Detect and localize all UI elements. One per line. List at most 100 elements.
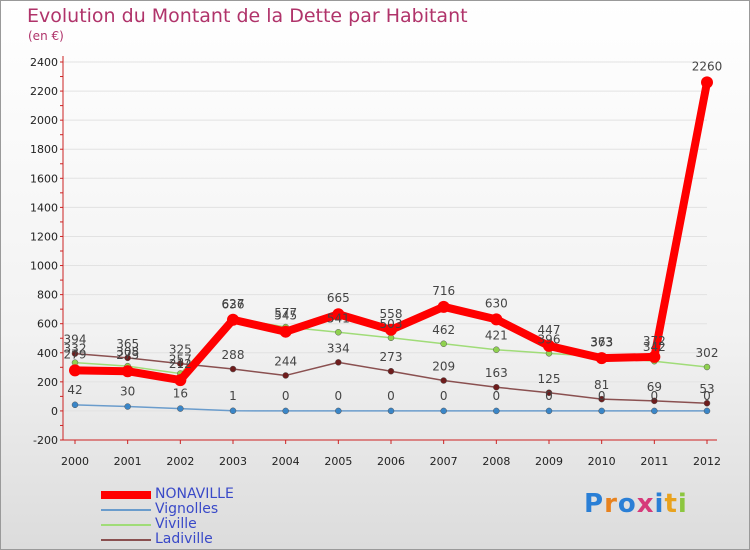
y-tick-label: 2000 (30, 114, 58, 127)
y-tick-label: 0 (51, 405, 58, 418)
y-tick-label: 200 (37, 376, 58, 389)
data-point-vignolles (282, 407, 289, 415)
data-label-ladiville: 209 (432, 360, 455, 374)
data-label-nonaville: 558 (380, 307, 403, 321)
y-tick-label: 1800 (30, 143, 58, 156)
data-label-nonaville: 363 (590, 335, 613, 349)
data-point-nonaville (174, 374, 187, 387)
data-point-ladiville (229, 365, 237, 373)
data-label-ladiville: 69 (647, 380, 662, 394)
data-label-nonaville: 630 (485, 296, 508, 310)
data-label-viville: 503 (380, 317, 403, 331)
data-label-ladiville: 394 (64, 333, 87, 347)
data-point-nonaville (279, 325, 292, 338)
data-point-ladiville (703, 399, 711, 407)
data-point-nonaville (490, 313, 503, 326)
data-point-vignolles (177, 405, 184, 412)
x-tick-label: 2000 (61, 455, 89, 468)
data-label-ladiville: 53 (699, 382, 714, 396)
data-point-nonaville (332, 308, 345, 321)
legend-label: NONAVILLE (155, 486, 234, 502)
data-point-nonaville (701, 76, 713, 89)
data-label-ladiville: 365 (116, 337, 139, 351)
data-label-viville: 257 (169, 353, 192, 367)
y-tick-label: 800 (37, 289, 58, 302)
data-label-viville: 421 (485, 329, 508, 343)
data-point-vignolles (124, 403, 131, 410)
data-label-nonaville: 716 (432, 284, 455, 298)
data-label-viville: 636 (222, 297, 245, 311)
data-point-vignolles (71, 401, 79, 409)
data-point-vignolles (335, 407, 342, 415)
logo-letter: P (584, 489, 605, 519)
data-point-nonaville (227, 313, 239, 326)
data-point-ladiville (493, 383, 500, 391)
y-tick-label: 1200 (30, 230, 58, 243)
y-tick-label: 2200 (30, 85, 58, 98)
x-tick-label: 2004 (272, 455, 300, 468)
data-point-vignolles (493, 407, 500, 415)
data-label-nonaville: 447 (538, 323, 561, 337)
data-point-viville (703, 363, 711, 371)
data-label-vignolles: 42 (67, 383, 82, 397)
data-label-vignolles: 30 (120, 385, 135, 399)
y-tick-label: 2400 (30, 56, 58, 69)
data-label-nonaville: 627 (222, 297, 245, 311)
x-tick-label: 2007 (430, 455, 458, 468)
data-label-nonaville: 665 (327, 291, 350, 305)
data-label-ladiville: 244 (274, 354, 297, 368)
data-point-nonaville (543, 339, 555, 352)
x-tick-label: 2012 (693, 455, 721, 468)
data-label-vignolles: 1 (229, 389, 237, 403)
data-point-vignolles (598, 407, 605, 415)
x-tick-label: 2003 (219, 455, 247, 468)
data-point-ladiville (545, 389, 553, 396)
data-label-viville: 577 (274, 306, 297, 320)
logo-letter: x (636, 489, 655, 519)
data-point-vignolles (229, 407, 237, 415)
logo-letter: i (654, 489, 665, 519)
data-label-nonaville: 372 (643, 334, 666, 348)
unit-label: (en €) (28, 29, 64, 43)
x-tick-label: 2001 (114, 455, 142, 468)
legend-label: Ladiville (155, 531, 213, 547)
x-tick-label: 2009 (535, 455, 563, 468)
data-label-viville: 541 (327, 311, 350, 325)
data-point-ladiville (71, 350, 79, 357)
data-label-vignolles: 0 (387, 389, 395, 403)
data-label-ladiville: 288 (222, 348, 245, 362)
data-label-viville: 462 (432, 323, 455, 337)
data-point-ladiville (335, 359, 342, 366)
data-label-viville: 373 (590, 336, 613, 350)
data-label-viville: 396 (538, 332, 561, 346)
x-tick-label: 2005 (324, 455, 352, 468)
data-label-viville: 342 (643, 340, 666, 354)
data-label-nonaville: 2260 (692, 59, 723, 73)
logo-letter: r (604, 489, 618, 519)
data-label-vignolles: 0 (282, 389, 290, 403)
data-label-vignolles: 0 (703, 389, 711, 403)
x-tick-label: 2006 (377, 455, 405, 468)
data-label-vignolles: 0 (440, 389, 448, 403)
data-point-nonaville (121, 365, 134, 378)
chart-title: Evolution du Montant de la Dette par Hab… (27, 5, 468, 27)
x-tick-label: 2010 (588, 455, 616, 468)
y-tick-label: -200 (33, 434, 58, 447)
data-label-nonaville: 279 (64, 347, 87, 361)
data-point-vignolles (651, 407, 658, 415)
data-point-nonaville (437, 300, 450, 313)
data-point-ladiville (177, 360, 184, 367)
y-tick-label: 1400 (30, 201, 58, 214)
x-tick-label: 2008 (482, 455, 510, 468)
y-tick-label: 400 (37, 347, 58, 360)
legend-swatch (101, 539, 151, 541)
data-point-vignolles (545, 407, 553, 415)
proxiti-logo: Proxiti (584, 489, 688, 519)
data-label-ladiville: 334 (327, 341, 350, 355)
data-label-nonaville: 212 (169, 357, 192, 371)
data-point-ladiville (282, 372, 289, 379)
data-label-ladiville: 81 (594, 378, 609, 392)
y-tick-label: 600 (37, 318, 58, 331)
data-label-vignolles: 0 (545, 389, 553, 403)
